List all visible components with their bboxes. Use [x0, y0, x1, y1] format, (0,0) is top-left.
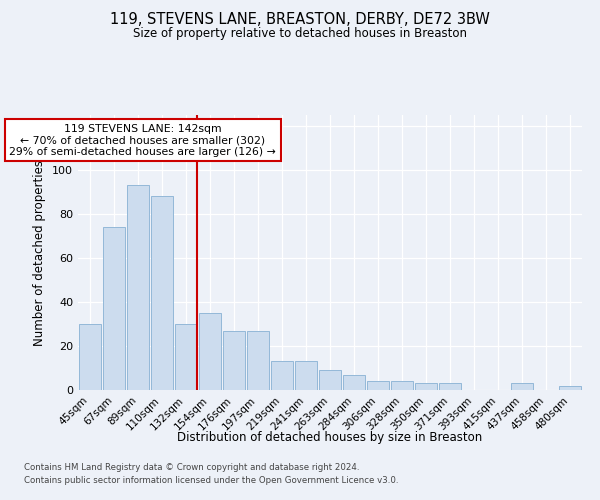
Bar — [319, 370, 341, 390]
Bar — [103, 227, 125, 390]
Bar — [151, 196, 173, 390]
Text: Size of property relative to detached houses in Breaston: Size of property relative to detached ho… — [133, 28, 467, 40]
Bar — [223, 330, 245, 390]
Bar — [439, 384, 461, 390]
Bar — [367, 381, 389, 390]
Bar — [79, 324, 101, 390]
Bar — [559, 386, 581, 390]
Bar — [511, 384, 533, 390]
Bar — [271, 362, 293, 390]
Text: Contains HM Land Registry data © Crown copyright and database right 2024.: Contains HM Land Registry data © Crown c… — [24, 464, 359, 472]
Bar — [415, 384, 437, 390]
Bar — [175, 324, 197, 390]
Bar — [343, 374, 365, 390]
Text: 119, STEVENS LANE, BREASTON, DERBY, DE72 3BW: 119, STEVENS LANE, BREASTON, DERBY, DE72… — [110, 12, 490, 28]
Text: Contains public sector information licensed under the Open Government Licence v3: Contains public sector information licen… — [24, 476, 398, 485]
Y-axis label: Number of detached properties: Number of detached properties — [34, 160, 46, 346]
Text: Distribution of detached houses by size in Breaston: Distribution of detached houses by size … — [178, 431, 482, 444]
Bar — [199, 313, 221, 390]
Bar — [295, 362, 317, 390]
Text: 119 STEVENS LANE: 142sqm
← 70% of detached houses are smaller (302)
29% of semi-: 119 STEVENS LANE: 142sqm ← 70% of detach… — [10, 124, 276, 157]
Bar — [247, 330, 269, 390]
Bar — [391, 381, 413, 390]
Bar — [127, 186, 149, 390]
